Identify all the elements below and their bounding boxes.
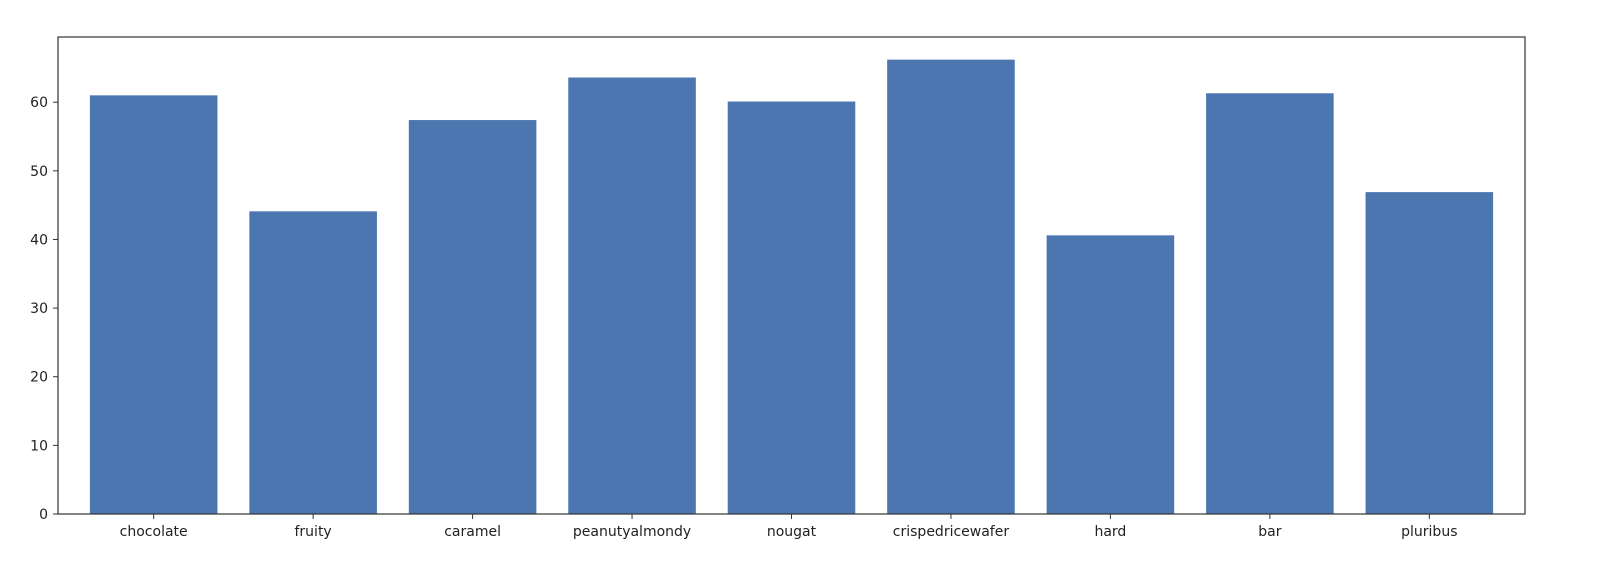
- x-tick-label: fruity: [295, 524, 332, 540]
- x-tick-label: nougat: [767, 524, 817, 540]
- y-tick-label: 40: [30, 232, 48, 248]
- y-tick-label: 60: [30, 95, 48, 111]
- x-tick-label: crispedricewafer: [893, 524, 1010, 540]
- y-tick-label: 0: [39, 507, 48, 523]
- x-tick-label: bar: [1258, 524, 1281, 540]
- x-tick-label: chocolate: [120, 524, 188, 540]
- bar-nougat: [727, 101, 856, 514]
- y-tick-label: 50: [30, 164, 48, 180]
- bar-pluribus: [1365, 192, 1494, 515]
- bars-group: [89, 59, 1494, 515]
- bar-peanutyalmondy: [568, 77, 696, 514]
- bar-caramel: [408, 120, 537, 514]
- y-tick-label: 30: [30, 301, 48, 317]
- bar-crispedricewafer: [887, 59, 1015, 514]
- bar-fruity: [249, 211, 377, 514]
- x-tick-label: caramel: [444, 524, 501, 540]
- x-tick-label: pluribus: [1401, 524, 1457, 540]
- x-tick-label: hard: [1094, 524, 1126, 540]
- y-axis: 0 10 20 30 40 50 60: [30, 95, 58, 523]
- y-tick-label: 10: [30, 438, 48, 454]
- x-axis: chocolate fruity caramel peanutyalmondy noug…: [120, 514, 1458, 540]
- bar-chocolate: [89, 95, 218, 514]
- plot-frame: [57, 36, 1526, 515]
- y-tick-label: 20: [30, 370, 48, 386]
- bar-hard: [1046, 235, 1175, 514]
- x-tick-label: peanutyalmondy: [573, 524, 691, 540]
- bar-bar: [1206, 93, 1334, 514]
